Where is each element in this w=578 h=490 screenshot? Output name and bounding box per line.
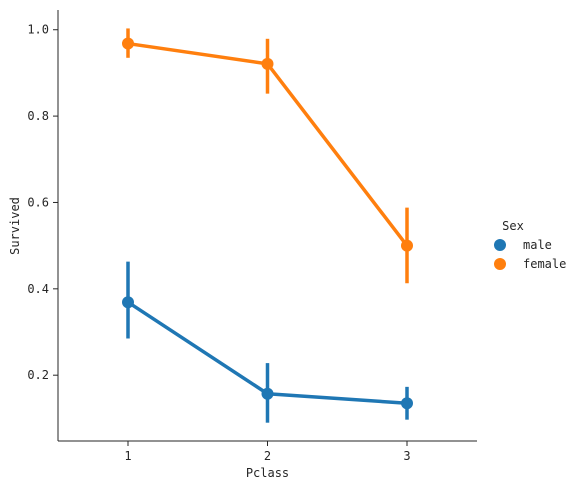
legend-title: Sex [502, 219, 524, 233]
x-tick-label: 2 [264, 449, 271, 463]
y-tick-label: 0.6 [27, 195, 49, 209]
legend-marker [494, 239, 506, 251]
x-axis-label: Pclass [246, 466, 289, 480]
legend-item-female: female [494, 257, 566, 271]
legend-marker [494, 258, 506, 270]
x-tick-label: 1 [124, 449, 131, 463]
legend-item-male: male [494, 238, 552, 252]
data-point [401, 397, 413, 410]
y-tick-label: 1.0 [27, 23, 49, 37]
y-tick-label: 0.4 [27, 282, 49, 296]
y-tick-label: 0.2 [27, 368, 49, 382]
series-layer [122, 28, 413, 423]
data-point [122, 37, 134, 50]
x-tick-label: 3 [403, 449, 410, 463]
legend-label: female [523, 257, 566, 271]
series-female [122, 28, 413, 284]
data-point [261, 387, 274, 400]
y-tick-label: 0.8 [27, 109, 49, 123]
legend: Sex male female [494, 219, 566, 271]
data-point [261, 57, 274, 70]
series-male [122, 261, 413, 423]
y-ticks: 0.2 0.4 0.6 0.8 1.0 [27, 23, 58, 382]
x-ticks: 1 2 3 [124, 441, 411, 463]
data-point [401, 239, 413, 252]
y-axis-label: Survived [8, 197, 22, 255]
axes: 0.2 0.4 0.6 0.8 1.0 1 2 3 Pclass Survived [8, 10, 477, 480]
data-point [122, 296, 134, 309]
legend-label: male [523, 238, 552, 252]
